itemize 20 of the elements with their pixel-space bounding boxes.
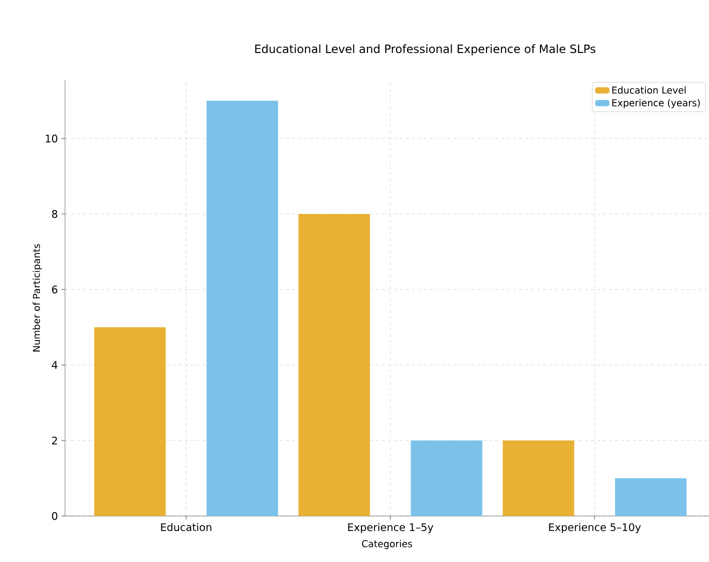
x-tick-label: Experience 1–5y [348,523,434,534]
bar [94,327,166,516]
x-tick-label: Education [161,523,212,532]
bar [615,478,687,516]
y-axis-title: Number of Participants [32,244,42,352]
x-axis-title: Categories [362,540,412,550]
chart-title: Educational Level and Professional Experience of Male SLPs [255,44,596,56]
y-tick-label: 8 [52,210,58,218]
bar [410,440,482,516]
legend-label: Experience (years) [612,99,700,108]
legend-label: Education Level [612,86,686,94]
bar [502,440,574,516]
bar [298,214,370,516]
y-tick-label: 0 [52,512,58,520]
y-tick-label: 2 [52,436,57,444]
y-tick-label: 4 [52,361,58,369]
x-tick-label: Experience 5–10y [549,523,641,534]
y-tick-label: 10 [46,134,58,142]
bar [206,100,278,516]
y-tick-label: 6 [52,286,58,294]
